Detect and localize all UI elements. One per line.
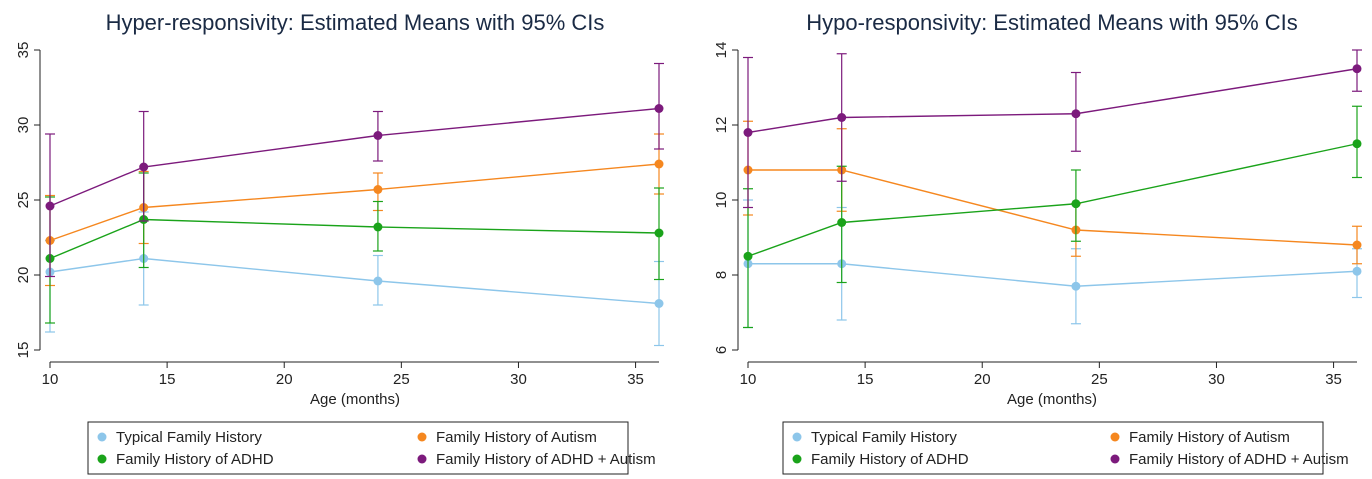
- data-point: [654, 159, 664, 169]
- series-4: [743, 49, 1362, 209]
- legend-marker: [792, 432, 802, 442]
- data-point: [837, 218, 847, 227]
- legend-label: Family History of ADHD + Autism: [1129, 451, 1349, 468]
- legend-marker: [1110, 432, 1120, 442]
- chart-title: Hypo-responsivity: Estimated Means with …: [806, 10, 1298, 35]
- legend: Typical Family History Family History of …: [87, 421, 656, 475]
- series-line: [49, 163, 660, 242]
- x-tick-label: 20: [276, 371, 293, 388]
- data-point: [1352, 64, 1362, 74]
- series-line: [49, 218, 660, 260]
- x-tick-label: 10: [740, 371, 757, 388]
- x-tick-label: 35: [627, 371, 644, 388]
- legend-box: [87, 421, 629, 475]
- data-point: [1071, 109, 1081, 119]
- x-tick-label: 20: [974, 371, 991, 388]
- x-tick-label: 35: [1325, 371, 1342, 388]
- y-tick-label: 25: [15, 192, 32, 209]
- legend-marker: [97, 432, 107, 442]
- legend-marker: [97, 454, 107, 464]
- legend-label: Family History of Autism: [1129, 429, 1290, 446]
- chart-panel-1: Hyper-responsivity: Estimated Means with…: [15, 10, 664, 475]
- data-point: [139, 162, 149, 172]
- y-tick-label: 20: [15, 267, 32, 284]
- data-point: [45, 201, 55, 211]
- legend-label: Family History of ADHD + Autism: [436, 451, 656, 468]
- x-tick-label: 25: [1091, 371, 1108, 388]
- y-tick-label: 15: [15, 342, 32, 359]
- data-point: [373, 222, 383, 232]
- series-3: [45, 172, 664, 324]
- data-point: [743, 128, 753, 137]
- y-tick-label: 30: [15, 117, 32, 134]
- legend-label: Family History of ADHD: [116, 451, 274, 468]
- x-tick-label: 30: [510, 371, 527, 388]
- legend-label: Family History of Autism: [436, 429, 597, 446]
- chart-title: Hyper-responsivity: Estimated Means with…: [106, 10, 605, 35]
- series-line: [747, 143, 1358, 257]
- legend-marker: [417, 432, 427, 442]
- x-tick-label: 30: [1208, 371, 1225, 388]
- legend-label: Typical Family History: [116, 429, 262, 446]
- x-axis-label: Age (months): [310, 391, 400, 408]
- x-tick-label: 10: [42, 371, 59, 388]
- series-2: [45, 133, 664, 287]
- legend-marker: [417, 454, 427, 464]
- y-tick-label: 8: [713, 271, 730, 279]
- series-3: [743, 105, 1362, 329]
- data-point: [837, 113, 847, 122]
- series-line: [49, 107, 660, 207]
- y-tick-label: 14: [713, 42, 730, 59]
- data-point: [1352, 139, 1362, 149]
- series-line: [49, 257, 660, 305]
- legend-label: Typical Family History: [811, 429, 957, 446]
- series-line: [748, 263, 1358, 287]
- series-1: [45, 211, 664, 347]
- legend-marker: [1110, 454, 1120, 464]
- chart-panel-2: Hypo-responsivity: Estimated Means with …: [713, 10, 1362, 475]
- series-line: [747, 68, 1358, 134]
- series-line: [748, 169, 1358, 246]
- legend: Typical Family History Family History of …: [782, 421, 1349, 475]
- x-tick-label: 15: [159, 371, 176, 388]
- data-point: [373, 185, 383, 194]
- data-point: [1071, 199, 1081, 209]
- legend-box: [782, 421, 1324, 475]
- data-point: [373, 276, 383, 286]
- y-tick-label: 12: [713, 117, 730, 134]
- x-tick-label: 25: [393, 371, 410, 388]
- data-point: [654, 104, 664, 113]
- data-point: [654, 299, 664, 308]
- data-point: [1352, 240, 1362, 250]
- x-tick-label: 15: [857, 371, 874, 388]
- data-point: [743, 251, 753, 261]
- series-4: [45, 62, 664, 278]
- data-point: [373, 131, 383, 140]
- y-tick-label: 10: [713, 192, 730, 209]
- series-1: [743, 199, 1362, 329]
- data-point: [1071, 281, 1081, 291]
- legend-marker: [792, 454, 802, 464]
- series-2: [743, 120, 1362, 265]
- x-axis-label: Age (months): [1007, 391, 1097, 408]
- data-point: [1352, 266, 1362, 276]
- y-tick-label: 35: [15, 42, 32, 59]
- data-point: [654, 228, 664, 238]
- legend-label: Family History of ADHD: [811, 451, 969, 468]
- y-tick-label: 6: [713, 346, 730, 354]
